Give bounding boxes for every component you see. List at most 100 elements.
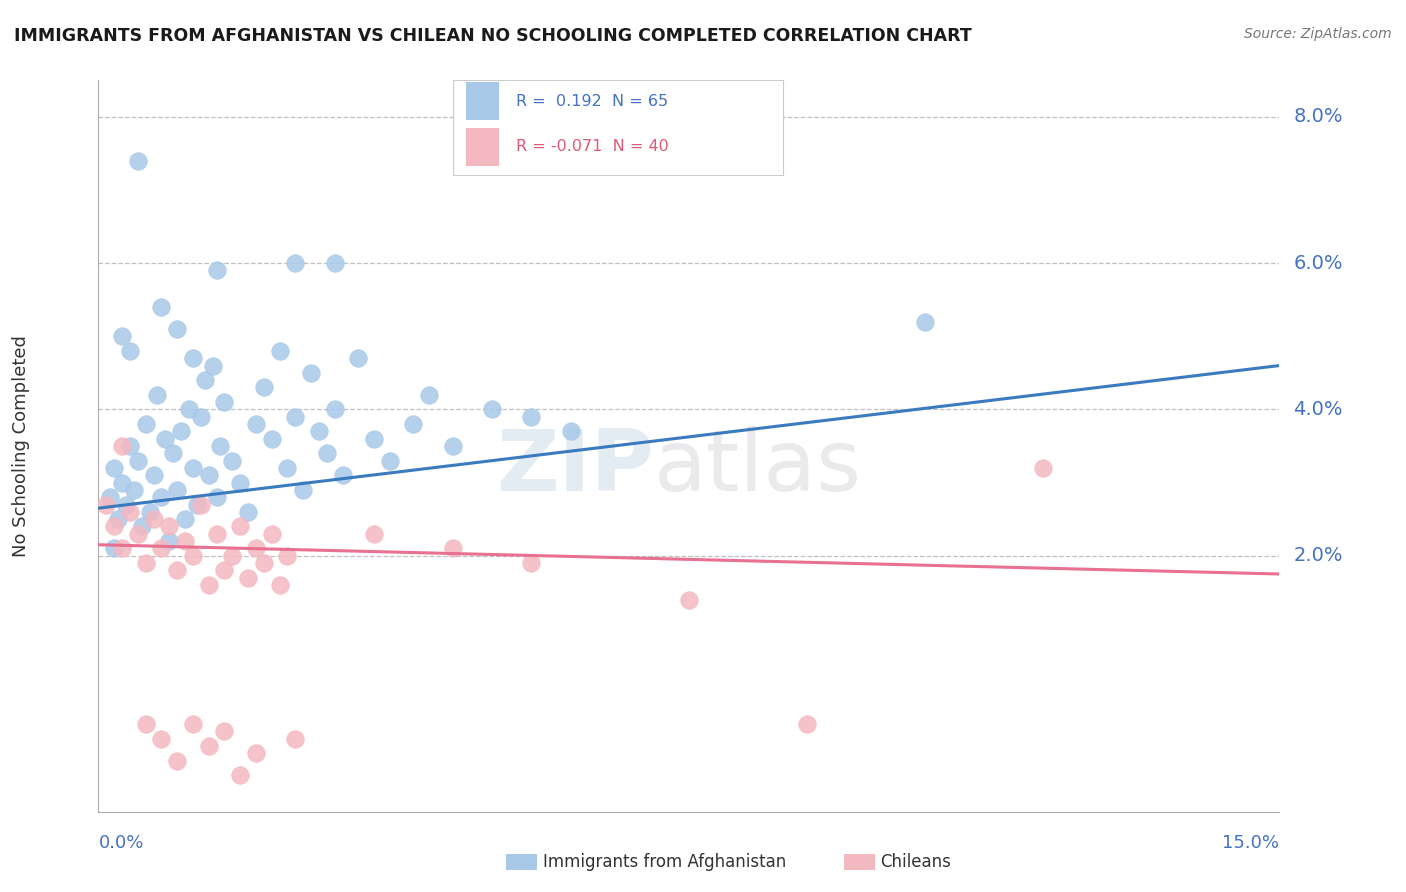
Text: IMMIGRANTS FROM AFGHANISTAN VS CHILEAN NO SCHOOLING COMPLETED CORRELATION CHART: IMMIGRANTS FROM AFGHANISTAN VS CHILEAN N… [14, 27, 972, 45]
Point [157, 519, 180, 533]
Point [111, 329, 134, 343]
Point [155, 432, 177, 446]
Point [205, 263, 228, 277]
Point [299, 366, 322, 380]
Point [245, 541, 267, 556]
Point [292, 483, 315, 497]
Point [236, 571, 259, 585]
Point [229, 475, 252, 490]
Point [170, 425, 193, 439]
Point [209, 439, 232, 453]
Point [214, 724, 236, 739]
Point [142, 512, 165, 526]
Point [166, 483, 188, 497]
Point [678, 592, 700, 607]
Point [481, 402, 503, 417]
Point [236, 505, 259, 519]
Text: Source: ZipAtlas.com: Source: ZipAtlas.com [1244, 27, 1392, 41]
Point [323, 256, 346, 270]
Point [150, 300, 173, 314]
Point [276, 461, 298, 475]
Point [260, 526, 283, 541]
Point [245, 417, 267, 431]
Point [284, 731, 307, 746]
Point [174, 534, 197, 549]
Point [332, 468, 354, 483]
Point [111, 541, 134, 556]
Point [205, 490, 228, 504]
Point [135, 556, 157, 570]
Point [229, 768, 252, 782]
Point [122, 483, 145, 497]
Point [127, 153, 149, 168]
Point [197, 578, 219, 592]
Point [150, 731, 173, 746]
Point [194, 373, 217, 387]
Text: Chileans: Chileans [880, 853, 950, 871]
Point [260, 432, 283, 446]
Point [308, 425, 330, 439]
Point [560, 425, 582, 439]
Point [796, 717, 818, 731]
Point [103, 519, 125, 533]
Point [378, 453, 401, 467]
Point [1032, 461, 1054, 475]
Point [276, 549, 298, 563]
Point [190, 409, 212, 424]
Point [98, 490, 121, 504]
Point [229, 519, 252, 533]
Point [441, 541, 464, 556]
Point [315, 446, 337, 460]
Point [284, 409, 307, 424]
Point [150, 490, 173, 504]
Point [520, 556, 543, 570]
Point [174, 512, 197, 526]
Point [418, 388, 440, 402]
Point [181, 549, 204, 563]
Point [190, 498, 212, 512]
Point [127, 453, 149, 467]
Point [142, 468, 165, 483]
Point [135, 417, 157, 431]
Point [253, 556, 276, 570]
Point [181, 461, 204, 475]
Point [157, 534, 180, 549]
Point [363, 526, 385, 541]
Point [107, 512, 129, 526]
Point [166, 322, 188, 336]
Point [221, 549, 243, 563]
Text: Immigrants from Afghanistan: Immigrants from Afghanistan [543, 853, 786, 871]
Point [146, 388, 169, 402]
Text: 8.0%: 8.0% [1294, 107, 1343, 127]
Point [177, 402, 200, 417]
Point [115, 498, 138, 512]
Point [181, 351, 204, 366]
Point [520, 409, 543, 424]
Point [162, 446, 184, 460]
Point [127, 526, 149, 541]
Text: 15.0%: 15.0% [1222, 834, 1279, 852]
Point [103, 461, 125, 475]
Point [214, 563, 236, 577]
Point [205, 526, 228, 541]
Point [118, 505, 141, 519]
Point [118, 343, 141, 358]
Point [197, 739, 219, 753]
Point [914, 315, 936, 329]
Point [103, 541, 125, 556]
Text: ZIP: ZIP [496, 426, 654, 509]
Point [269, 578, 291, 592]
Point [166, 754, 188, 768]
Point [245, 746, 267, 760]
Point [131, 519, 153, 533]
Point [402, 417, 425, 431]
Point [181, 717, 204, 731]
Point [111, 475, 134, 490]
Point [323, 402, 346, 417]
Point [111, 439, 134, 453]
Point [135, 717, 157, 731]
Point [166, 563, 188, 577]
Point [221, 453, 243, 467]
Text: No Schooling Completed: No Schooling Completed [13, 335, 30, 557]
Text: 2.0%: 2.0% [1294, 546, 1343, 566]
